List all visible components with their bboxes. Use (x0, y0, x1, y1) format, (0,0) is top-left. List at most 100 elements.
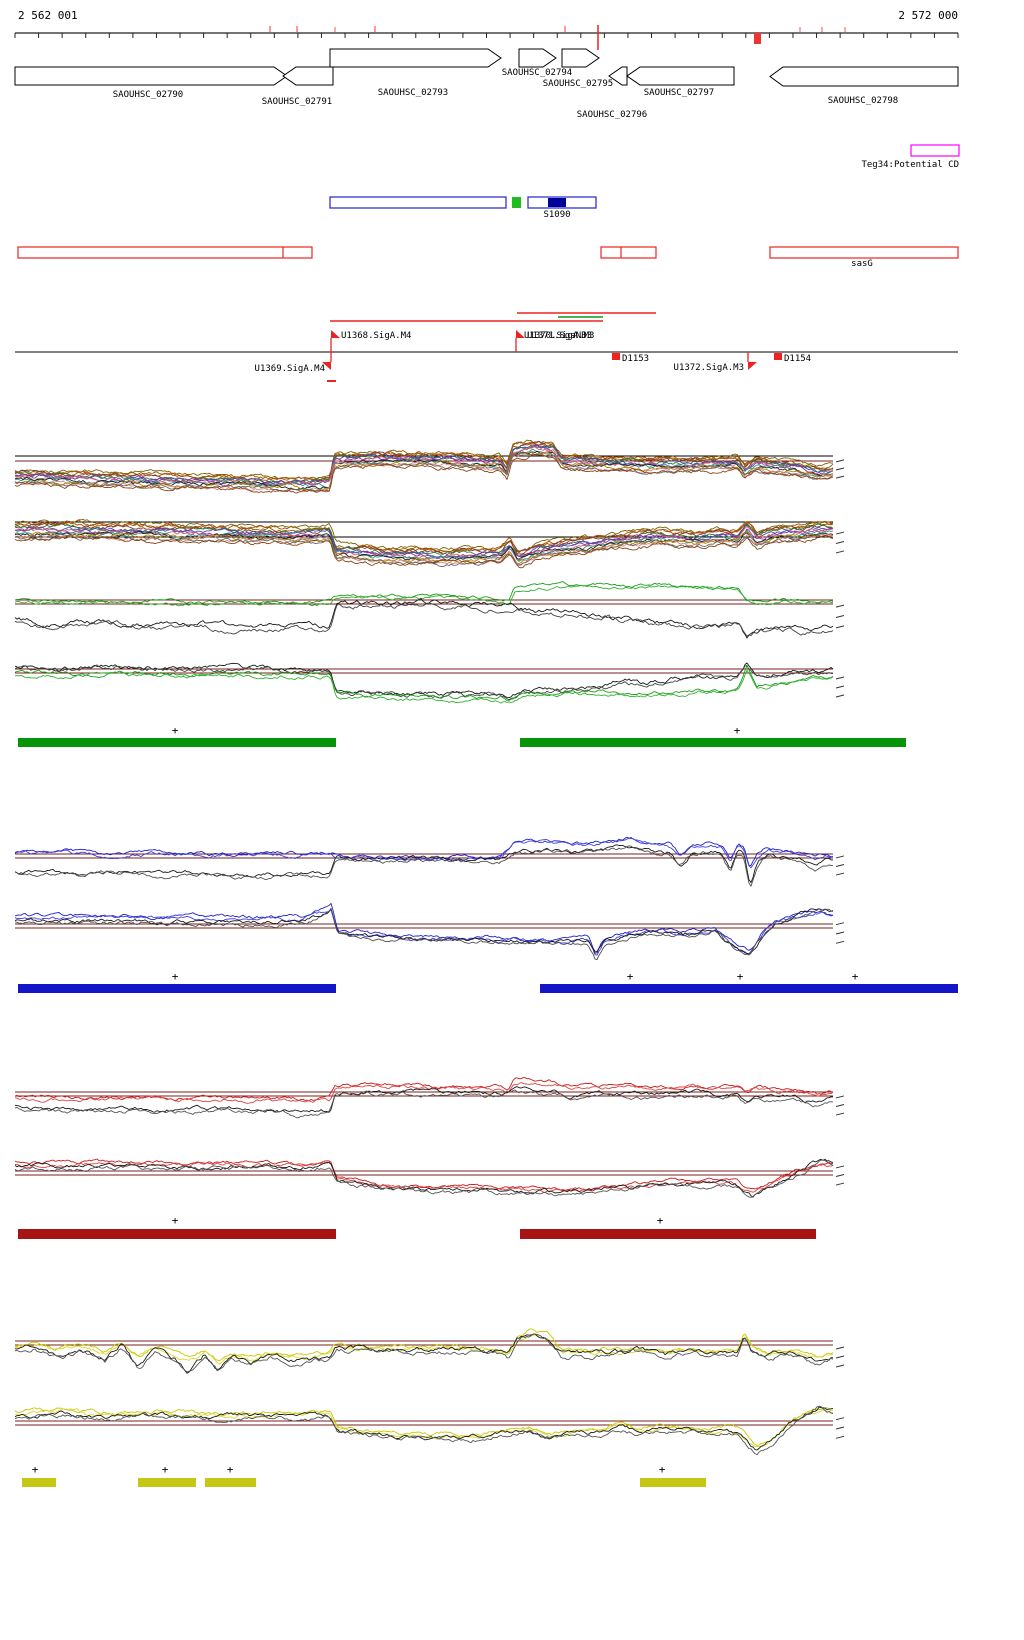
edge-clip-mark (835, 922, 845, 926)
gene-arrow-SAOUHSC_02797[interactable] (626, 66, 735, 86)
teg34-label: Teg34:Potential CD (861, 160, 959, 170)
gene-arrow-SAOUHSC_02795[interactable] (561, 48, 600, 68)
group-red-subtrack-1 (14, 1158, 845, 1198)
operon-box-0[interactable] (17, 246, 313, 259)
tss-marker-U1372.SigA.M3[interactable]: U1372.SigA.M3 (674, 352, 757, 373)
gene-arrow-SAOUHSC_02793[interactable] (329, 48, 502, 68)
operon-box-1[interactable] (600, 246, 657, 259)
group-red-segment-bar-1[interactable] (520, 1229, 816, 1239)
plus-strand-mark: + (627, 970, 634, 983)
coverage-line (14, 439, 834, 481)
gene-label-SAOUHSC_02794: SAOUHSC_02794 (502, 68, 572, 78)
srna-box-1[interactable] (527, 196, 597, 209)
plus-strand-mark: + (737, 970, 744, 983)
coverage-line (14, 440, 834, 485)
gene-label-SAOUHSC_02791: SAOUHSC_02791 (262, 97, 332, 107)
edge-clip-mark (835, 1364, 845, 1368)
plus-strand-mark: + (162, 1463, 169, 1476)
edge-clip-mark (835, 604, 845, 608)
group-green-segment-bar-0[interactable] (18, 738, 336, 747)
coverage-line (14, 450, 834, 493)
edge-clip-mark (835, 864, 845, 867)
edge-clip-mark (835, 531, 845, 535)
feature-tracks: Teg34:Potential CD S1090 sasG (17, 144, 960, 269)
tss-marker-D1153[interactable]: D1153 (612, 353, 649, 364)
group-green-subtrack-0 (14, 439, 845, 494)
operon-box-2[interactable] (769, 246, 959, 259)
group-red: + + (14, 1077, 845, 1239)
edge-clip-mark (835, 1104, 845, 1107)
gene-arrow-SAOUHSC_02796[interactable] (608, 66, 628, 86)
tss-marker-U1371.SgaNB3[interactable]: U1371.SgaNB3 (527, 331, 592, 341)
coverage-line (14, 908, 834, 955)
ruler (14, 25, 959, 50)
tss-marker-D1154[interactable]: D1154 (774, 353, 811, 364)
flag-icon (748, 362, 757, 370)
gene-arrow-SAOUHSC_02790[interactable] (14, 66, 288, 86)
coverage-line (14, 1407, 834, 1446)
group-yellow-segment-bar-3[interactable] (640, 1478, 706, 1487)
group-green: + + (14, 439, 906, 747)
tss-marker-U1368.SigA.M4[interactable]: U1368.SigA.M4 (330, 330, 411, 352)
group-red-segment-bar-0[interactable] (18, 1229, 336, 1239)
coverage-line (14, 598, 834, 639)
edge-clip-mark (835, 1095, 845, 1099)
coverage-line (14, 444, 833, 486)
gene-arrow-SAOUHSC_02791[interactable] (282, 66, 334, 86)
coverage-line (14, 1089, 834, 1119)
flag-icon (331, 330, 340, 338)
coverage-line (14, 907, 834, 956)
group-green-subtrack-1 (14, 518, 845, 569)
group-blue-segment-bar-1[interactable] (540, 984, 958, 993)
flag-icon (322, 362, 331, 370)
coverage-line (14, 1333, 833, 1374)
edge-clip-mark (835, 541, 845, 544)
tss-marker-U1369.SigA.M4[interactable]: U1369.SigA.M4 (255, 352, 332, 374)
coverage-line (14, 530, 834, 565)
coverage-line (14, 534, 834, 569)
srna-box-0[interactable] (329, 196, 507, 209)
edge-clip-mark (835, 550, 845, 554)
edge-clip-mark (835, 475, 845, 479)
green-feature-box[interactable] (512, 197, 521, 208)
gene-arrow-SAOUHSC_02798[interactable] (769, 66, 959, 87)
group-yellow-subtrack-1 (14, 1405, 845, 1456)
tss-marker-U1370.SigA.M3[interactable]: U1370.SigA.M3 (515, 330, 594, 352)
coordinate-start: 2 562 001 (18, 9, 78, 22)
edge-clip-mark (835, 1435, 845, 1439)
group-yellow-segment-bar-1[interactable] (138, 1478, 196, 1487)
edge-clip-mark (835, 1174, 845, 1177)
plus-strand-mark: + (172, 724, 179, 737)
group-blue-segment-bar-0[interactable] (18, 984, 336, 993)
teg34-box[interactable] (910, 144, 960, 157)
group-green-subtrack-2 (14, 581, 845, 639)
group-yellow-segment-bar-2[interactable] (205, 1478, 256, 1487)
edge-clip-mark (835, 940, 845, 944)
coverage-line (14, 451, 834, 493)
coverage-line (14, 664, 834, 701)
coverage-line (14, 844, 833, 883)
group-yellow-segment-bar-0[interactable] (22, 1478, 56, 1487)
tss-label: U1371.SgaNB3 (527, 331, 592, 341)
coverage-line (14, 581, 834, 605)
tss-label: D1153 (622, 354, 649, 364)
terminator-icon (774, 353, 782, 360)
coverage-line (14, 845, 833, 887)
edge-clip-mark (835, 1112, 845, 1116)
edge-clip-mark (835, 1346, 845, 1350)
group-green-subtrack-3 (14, 662, 845, 704)
coverage-line (14, 1159, 834, 1198)
tss-label: U1370.SigA.M3 (524, 331, 594, 341)
edge-clip-mark (835, 615, 845, 618)
s1090-box[interactable] (548, 198, 566, 207)
group-green-segment-bar-1[interactable] (520, 738, 906, 747)
edge-clip-mark (835, 1417, 845, 1421)
plus-strand-mark: + (852, 970, 859, 983)
group-red-subtrack-0 (14, 1077, 845, 1119)
gene-arrow-SAOUHSC_02794[interactable] (518, 48, 557, 68)
plus-strand-mark: + (172, 970, 179, 983)
coverage-line (14, 448, 834, 489)
gene-track: SAOUHSC_02790 SAOUHSC_02791 SAOUHSC_02793 S… (14, 48, 959, 120)
